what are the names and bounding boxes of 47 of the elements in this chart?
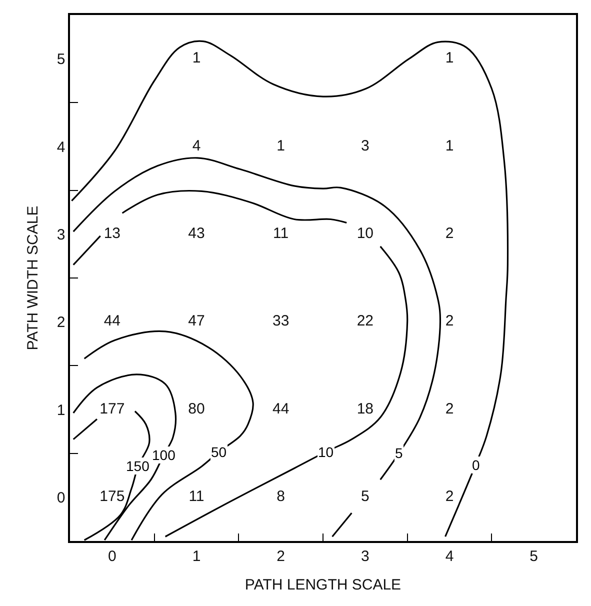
x-tick-label: 1 <box>192 548 201 565</box>
y-tick-label: 5 <box>56 51 66 68</box>
y-tick-label: 2 <box>56 314 66 332</box>
data-label: 177 <box>100 400 125 418</box>
y-tick-label: 3 <box>56 226 66 244</box>
annotation: 50 <box>211 444 227 460</box>
data-label: 44 <box>272 400 290 418</box>
data-label: 43 <box>188 224 205 242</box>
x-axis-title: PATH LENGTH SCALE <box>244 576 402 594</box>
x-tick-label: 4 <box>445 548 454 565</box>
data-label: 22 <box>356 312 374 330</box>
data-label: 2 <box>445 312 454 330</box>
data-label: 175 <box>100 488 125 505</box>
x-tick-label: 3 <box>361 548 370 565</box>
data-label: 4 <box>192 137 201 154</box>
line-series <box>70 40 509 538</box>
data-label: 13 <box>104 224 121 242</box>
data-label: 8 <box>276 488 285 505</box>
data-label: 2 <box>445 400 454 418</box>
data-label: 1 <box>276 137 285 154</box>
annotation: 100 <box>152 447 176 463</box>
y-tick-label: 0 <box>56 489 66 506</box>
y-tick-label: 1 <box>56 402 66 419</box>
data-label: 10 <box>356 224 374 242</box>
annotation: 0 <box>472 457 480 473</box>
data-label: 80 <box>188 400 205 418</box>
data-label: 47 <box>188 312 205 330</box>
data-label: 1 <box>192 50 201 67</box>
data-label: 11 <box>273 224 289 242</box>
data-label: 18 <box>356 400 374 418</box>
annotation: 10 <box>318 444 334 460</box>
data-label: 1 <box>445 137 454 154</box>
y-tick-label: 4 <box>56 138 66 156</box>
y-axis-title: PATH WIDTH SCALE <box>24 206 42 350</box>
data-label: 1 <box>445 50 454 67</box>
data-label: 2 <box>445 488 454 505</box>
data-label: 44 <box>104 312 121 330</box>
x-tick-label: 5 <box>530 548 538 565</box>
x-tick-label: 0 <box>108 548 116 565</box>
data-label: 5 <box>361 488 370 505</box>
x-tick-label: 2 <box>276 548 285 565</box>
data-label: 3 <box>361 137 370 154</box>
annotation: 5 <box>395 445 403 461</box>
data-label: 2 <box>445 224 454 242</box>
annotation: 150 <box>126 458 150 474</box>
data-label: 33 <box>272 312 290 330</box>
data-label: 11 <box>188 488 204 505</box>
